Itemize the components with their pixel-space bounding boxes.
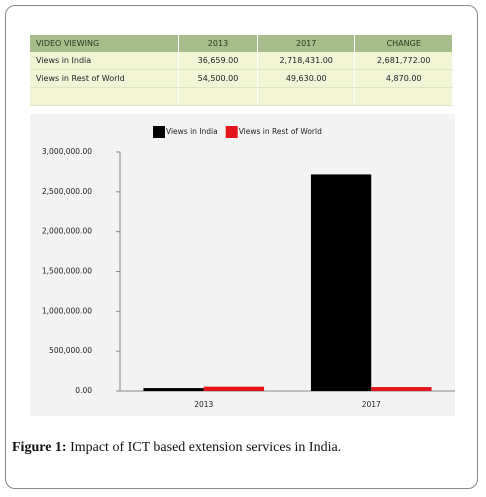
y-tick-label: 3,000,000.00 <box>42 147 92 156</box>
header-cell: CHANGE <box>354 35 453 52</box>
chart-background <box>30 114 455 416</box>
cell: 2,681,772.00 <box>354 52 453 70</box>
y-tick-label: 2,500,000.00 <box>42 187 92 196</box>
table-row: Views in Rest of World 54,500.00 49,630.… <box>30 69 453 88</box>
caption-text: Impact of ICT based extension services i… <box>70 440 342 455</box>
legend-label: Views in Rest of World <box>239 127 322 136</box>
cell: 49,630.00 <box>257 69 356 88</box>
x-tick-label: 2013 <box>194 400 213 409</box>
legend-swatch <box>153 126 165 138</box>
y-tick-label: 1,000,000.00 <box>42 306 92 315</box>
bar <box>143 388 204 391</box>
cell: Views in India <box>30 52 180 70</box>
cell: 4,870.00 <box>354 69 453 88</box>
cell <box>178 87 258 106</box>
table-row: Views in India 36,659.00 2,718,431.00 2,… <box>30 52 453 70</box>
table-header: VIDEO VIEWING 2013 2017 CHANGE <box>30 35 453 52</box>
legend-swatch <box>225 126 238 138</box>
caption-label: Figure 1: <box>12 440 67 455</box>
header-cell: 2013 <box>178 35 258 52</box>
figure-frame <box>5 5 478 489</box>
cell: Views in Rest of World <box>30 69 180 88</box>
y-tick-label: 2,000,000.00 <box>42 227 92 236</box>
cell: 54,500.00 <box>178 69 258 88</box>
cell <box>257 87 356 106</box>
y-tick-label: 0.00 <box>75 386 92 395</box>
cell: 2,718,431.00 <box>257 52 356 70</box>
bar <box>310 174 372 391</box>
cell <box>354 87 453 106</box>
bar <box>203 386 265 391</box>
legend-label: Views in India <box>166 127 218 136</box>
x-tick-label: 2017 <box>362 400 381 409</box>
data-table: VIDEO VIEWING 2013 2017 CHANGE Views in … <box>30 35 453 106</box>
bar <box>371 387 432 391</box>
table-row-empty <box>30 87 453 106</box>
header-cell: 2017 <box>257 35 356 52</box>
y-tick-label: 500,000.00 <box>49 346 92 355</box>
y-tick-label: 1,500,000.00 <box>42 267 92 276</box>
cell: 36,659.00 <box>178 52 258 70</box>
header-cell: VIDEO VIEWING <box>30 35 180 52</box>
cell <box>30 87 180 106</box>
caption: Figure 1: Impact of ICT based extension … <box>12 440 341 456</box>
